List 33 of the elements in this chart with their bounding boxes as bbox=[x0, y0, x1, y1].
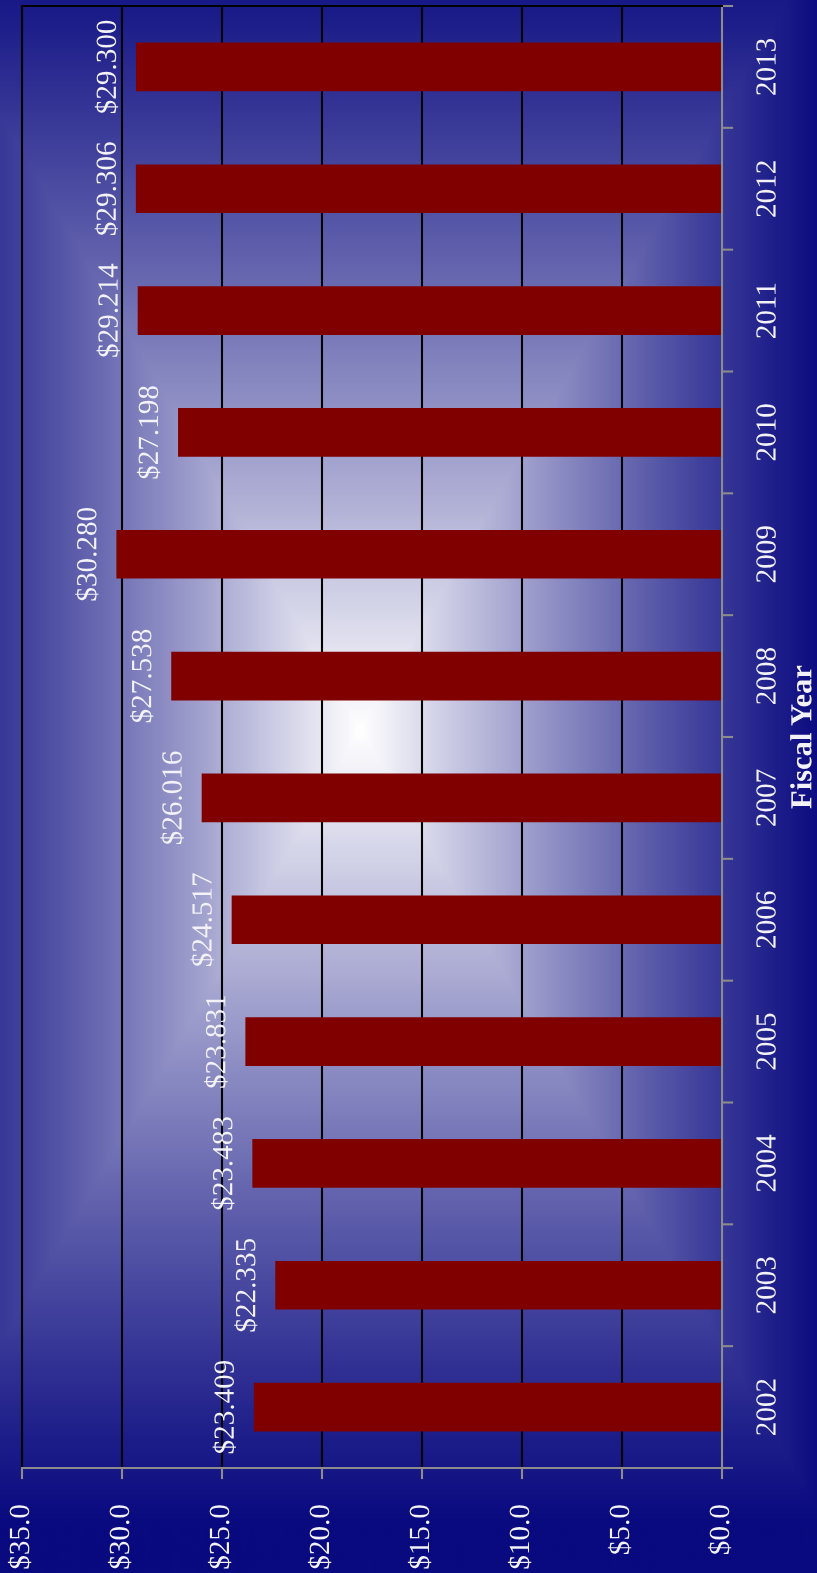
y-tick-label: 2003 bbox=[756, 1257, 776, 1314]
y-tick-label: 2013 bbox=[756, 38, 776, 95]
data-label: $29.214 bbox=[96, 263, 120, 357]
y-tick-label: 2011 bbox=[756, 283, 776, 338]
data-label: $27.198 bbox=[136, 386, 161, 479]
x-tick-label: $25.0 bbox=[207, 1505, 232, 1569]
y-axis-title: Fiscal Year bbox=[790, 665, 812, 809]
y-tick-label: 2012 bbox=[756, 161, 776, 217]
y-tick-label: 2010 bbox=[756, 404, 776, 461]
data-label: $29.306 bbox=[94, 142, 118, 235]
data-label: $23.831 bbox=[204, 995, 228, 1088]
x-tick-label: $15.0 bbox=[407, 1505, 432, 1569]
y-tick-label: 2005 bbox=[756, 1013, 776, 1070]
data-label: $30.280 bbox=[75, 507, 99, 601]
x-tick-label: $30.0 bbox=[107, 1505, 132, 1569]
data-label: $26.016 bbox=[160, 751, 184, 845]
data-label: $23.409 bbox=[212, 1360, 236, 1454]
y-tick-label: 2007 bbox=[756, 769, 776, 826]
y-tick-label: 2002 bbox=[756, 1379, 776, 1435]
data-label: $23.483 bbox=[211, 1117, 235, 1210]
data-label: $24.517 bbox=[190, 873, 214, 966]
y-tick-label: 2008 bbox=[756, 648, 776, 704]
y-tick-label: 2006 bbox=[756, 891, 776, 948]
x-tick-label: $20.0 bbox=[307, 1505, 332, 1569]
data-label: $29.300 bbox=[94, 20, 119, 114]
data-label: $22.335 bbox=[234, 1238, 258, 1332]
x-tick-label: $5.0 bbox=[607, 1505, 632, 1554]
x-tick-label: $0.0 bbox=[707, 1505, 732, 1554]
x-tick-label: $10.0 bbox=[507, 1505, 532, 1569]
data-label: $27.538 bbox=[130, 629, 154, 723]
y-tick-label: 2004 bbox=[756, 1134, 776, 1192]
y-tick-label: 2009 bbox=[756, 526, 776, 583]
x-tick-label: $35.0 bbox=[7, 1505, 32, 1569]
